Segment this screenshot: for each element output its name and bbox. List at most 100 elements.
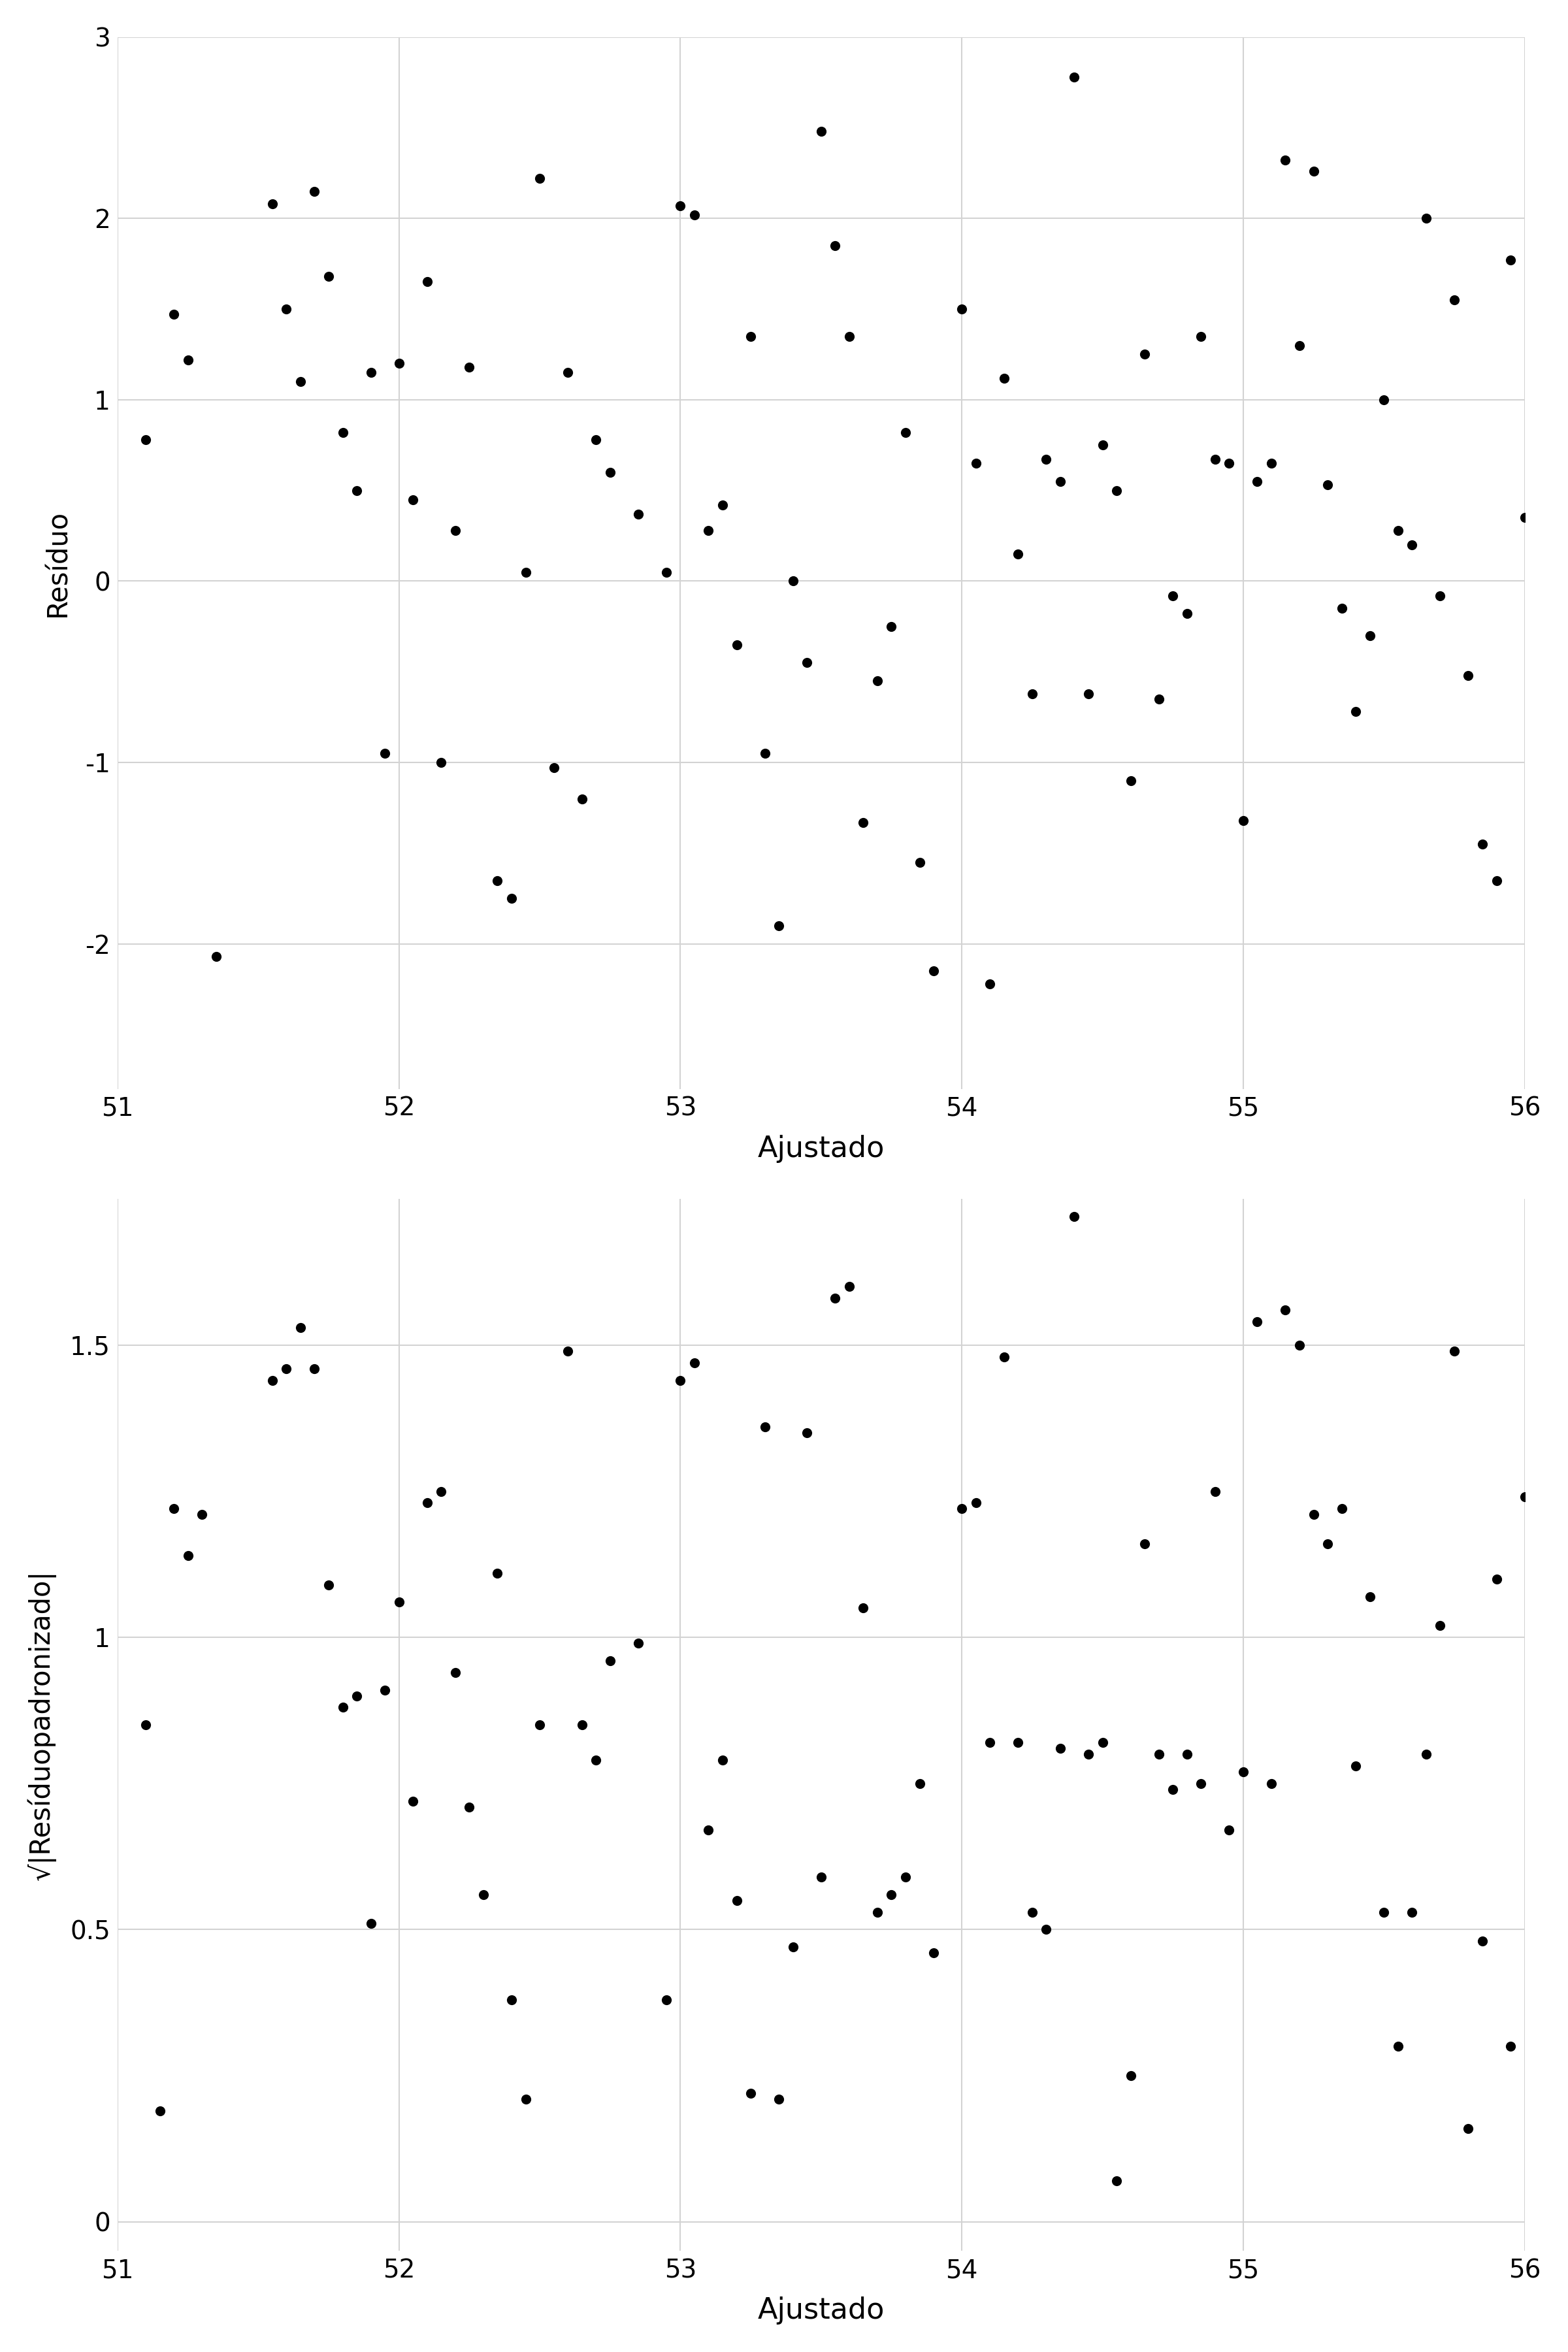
Point	[303, 172, 328, 209]
Point	[1540, 1783, 1565, 1820]
Point	[1047, 463, 1073, 501]
Point	[1427, 1606, 1452, 1644]
Point	[428, 1472, 453, 1510]
Point	[654, 553, 679, 590]
Point	[513, 2079, 538, 2117]
Point	[668, 1362, 693, 1399]
Y-axis label: Resíduo: Resíduo	[44, 510, 71, 616]
Point	[345, 1677, 370, 1715]
Point	[1400, 527, 1425, 564]
Point	[331, 1689, 356, 1726]
X-axis label: Ajustado: Ajustado	[757, 1134, 884, 1162]
Point	[1076, 675, 1101, 713]
Point	[274, 289, 299, 327]
Point	[414, 1484, 439, 1522]
Point	[1231, 802, 1256, 840]
Point	[485, 861, 510, 898]
Point	[781, 562, 806, 600]
Point	[682, 195, 707, 233]
Point	[977, 1724, 1002, 1762]
Point	[1344, 694, 1369, 731]
Point	[1033, 1910, 1058, 1947]
Point	[1104, 2161, 1129, 2199]
Point	[1062, 1197, 1087, 1235]
Point	[920, 953, 946, 990]
Point	[345, 473, 370, 510]
Point	[1217, 445, 1242, 482]
Point	[1526, 621, 1551, 659]
Point	[1090, 1724, 1115, 1762]
Point	[1203, 1472, 1228, 1510]
Point	[1455, 2110, 1480, 2147]
Point	[569, 781, 594, 818]
Point	[668, 186, 693, 223]
Point	[823, 1279, 848, 1317]
Point	[359, 353, 384, 390]
Point	[949, 289, 974, 327]
Point	[1118, 762, 1143, 800]
Point	[739, 318, 764, 355]
Point	[442, 1653, 467, 1691]
Point	[527, 160, 552, 198]
Point	[906, 1764, 931, 1802]
Point	[837, 318, 862, 355]
Point	[795, 644, 820, 682]
Point	[739, 2074, 764, 2112]
Point	[696, 1811, 721, 1849]
Point	[1372, 1893, 1397, 1931]
Point	[1076, 1736, 1101, 1773]
Point	[1033, 440, 1058, 477]
Point	[485, 1555, 510, 1592]
Point	[176, 1536, 201, 1573]
Point	[1540, 576, 1565, 614]
Point	[1104, 473, 1129, 510]
Point	[963, 445, 988, 482]
Point	[442, 510, 467, 548]
Point	[456, 348, 481, 386]
Point	[597, 1642, 622, 1679]
Point	[894, 1858, 919, 1896]
Point	[1174, 595, 1200, 633]
Point	[555, 1331, 580, 1369]
Point	[1005, 1724, 1030, 1762]
Point	[866, 661, 891, 699]
Point	[906, 844, 931, 882]
Point	[626, 496, 651, 534]
Point	[963, 1484, 988, 1522]
Point	[1372, 381, 1397, 419]
Point	[1287, 1327, 1312, 1364]
Point	[1455, 656, 1480, 694]
Point	[1019, 675, 1044, 713]
Point	[1526, 1468, 1551, 1505]
Point	[1512, 499, 1537, 536]
Point	[569, 1705, 594, 1743]
Point	[1160, 576, 1185, 614]
Point	[331, 414, 356, 452]
Point	[597, 454, 622, 492]
Point	[162, 1489, 187, 1526]
Point	[359, 1905, 384, 1943]
Point	[260, 1362, 285, 1399]
Point	[1441, 282, 1466, 320]
Point	[753, 734, 778, 771]
Point	[303, 1350, 328, 1388]
Point	[724, 626, 750, 663]
Point	[823, 226, 848, 263]
Point	[866, 1893, 891, 1931]
Point	[133, 421, 158, 459]
Point	[1469, 1922, 1494, 1959]
Point	[499, 880, 524, 917]
Point	[710, 487, 735, 524]
Point	[1259, 445, 1284, 482]
Point	[1497, 242, 1523, 280]
Point	[317, 259, 342, 296]
Point	[1005, 536, 1030, 574]
Point	[1414, 1736, 1439, 1773]
Point	[1483, 861, 1508, 898]
Point	[894, 414, 919, 452]
Point	[767, 908, 792, 946]
Point	[583, 421, 608, 459]
Point	[880, 607, 905, 644]
Point	[133, 1705, 158, 1743]
Point	[682, 1343, 707, 1381]
